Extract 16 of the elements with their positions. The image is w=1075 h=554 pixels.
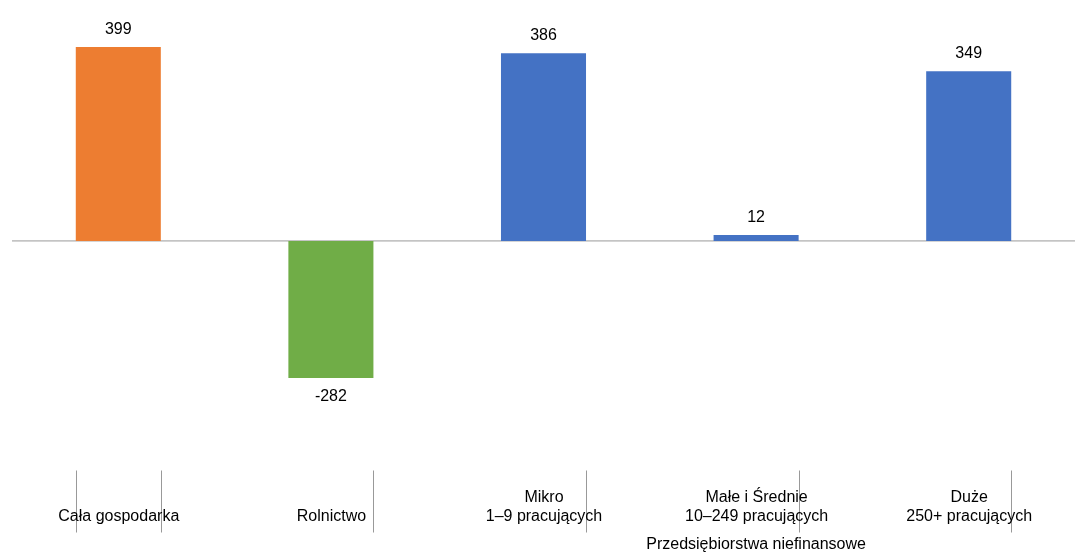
bar — [713, 235, 799, 241]
x-tick-label: Duże 250+ pracujących — [906, 487, 1033, 524]
bar — [926, 71, 1012, 241]
x-tick-label: Cała gospodarka — [58, 506, 180, 524]
data-label: 399 — [104, 20, 132, 37]
data-label: 386 — [530, 26, 557, 44]
bar — [500, 53, 587, 241]
data-label: 12 — [747, 208, 766, 226]
bar — [288, 240, 374, 378]
x-tick-label: Mikro 1–9 pracujących — [485, 487, 603, 524]
x-tick-label: Małe i Średnie 10–249 pracujących — [684, 486, 829, 524]
data-label: 349 — [955, 44, 983, 62]
bar — [75, 47, 161, 241]
data-label: -282 — [314, 387, 348, 404]
text: Przedsiębiorstwa niefinansowe — [646, 535, 867, 552]
x-tick-label: Rolnictwo — [296, 506, 367, 524]
